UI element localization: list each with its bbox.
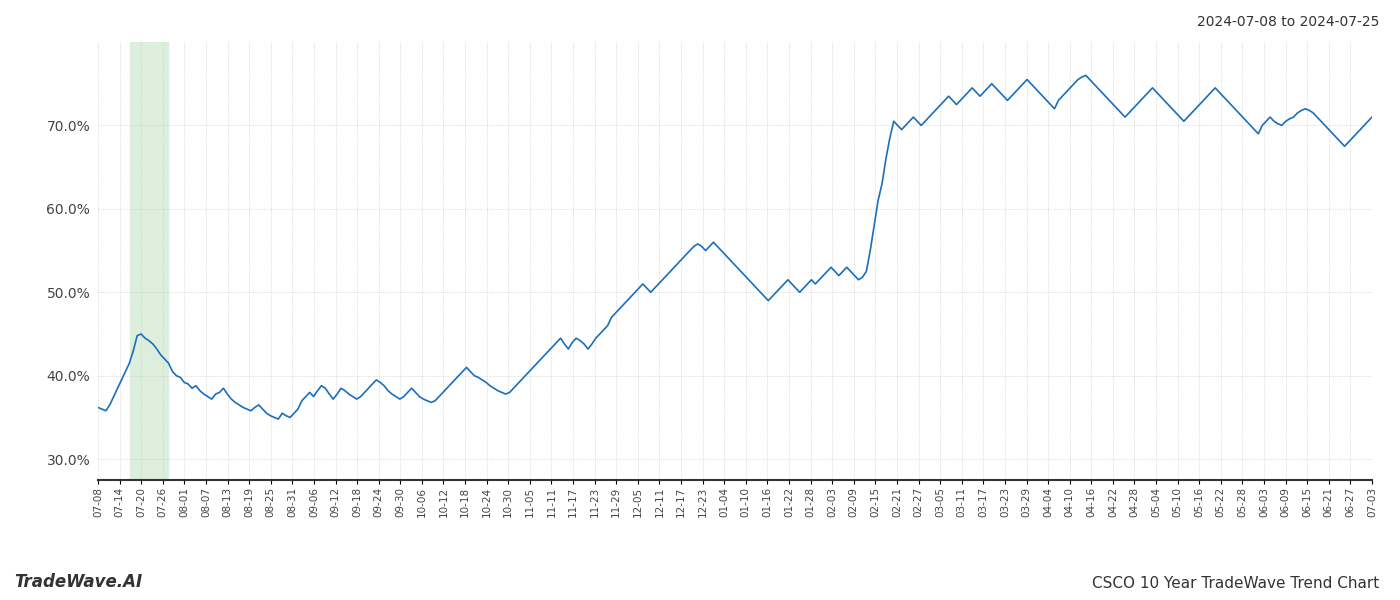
Text: 2024-07-08 to 2024-07-25: 2024-07-08 to 2024-07-25: [1197, 15, 1379, 29]
Bar: [130, 42, 168, 480]
Text: TradeWave.AI: TradeWave.AI: [14, 573, 143, 591]
Text: CSCO 10 Year TradeWave Trend Chart: CSCO 10 Year TradeWave Trend Chart: [1092, 576, 1379, 591]
